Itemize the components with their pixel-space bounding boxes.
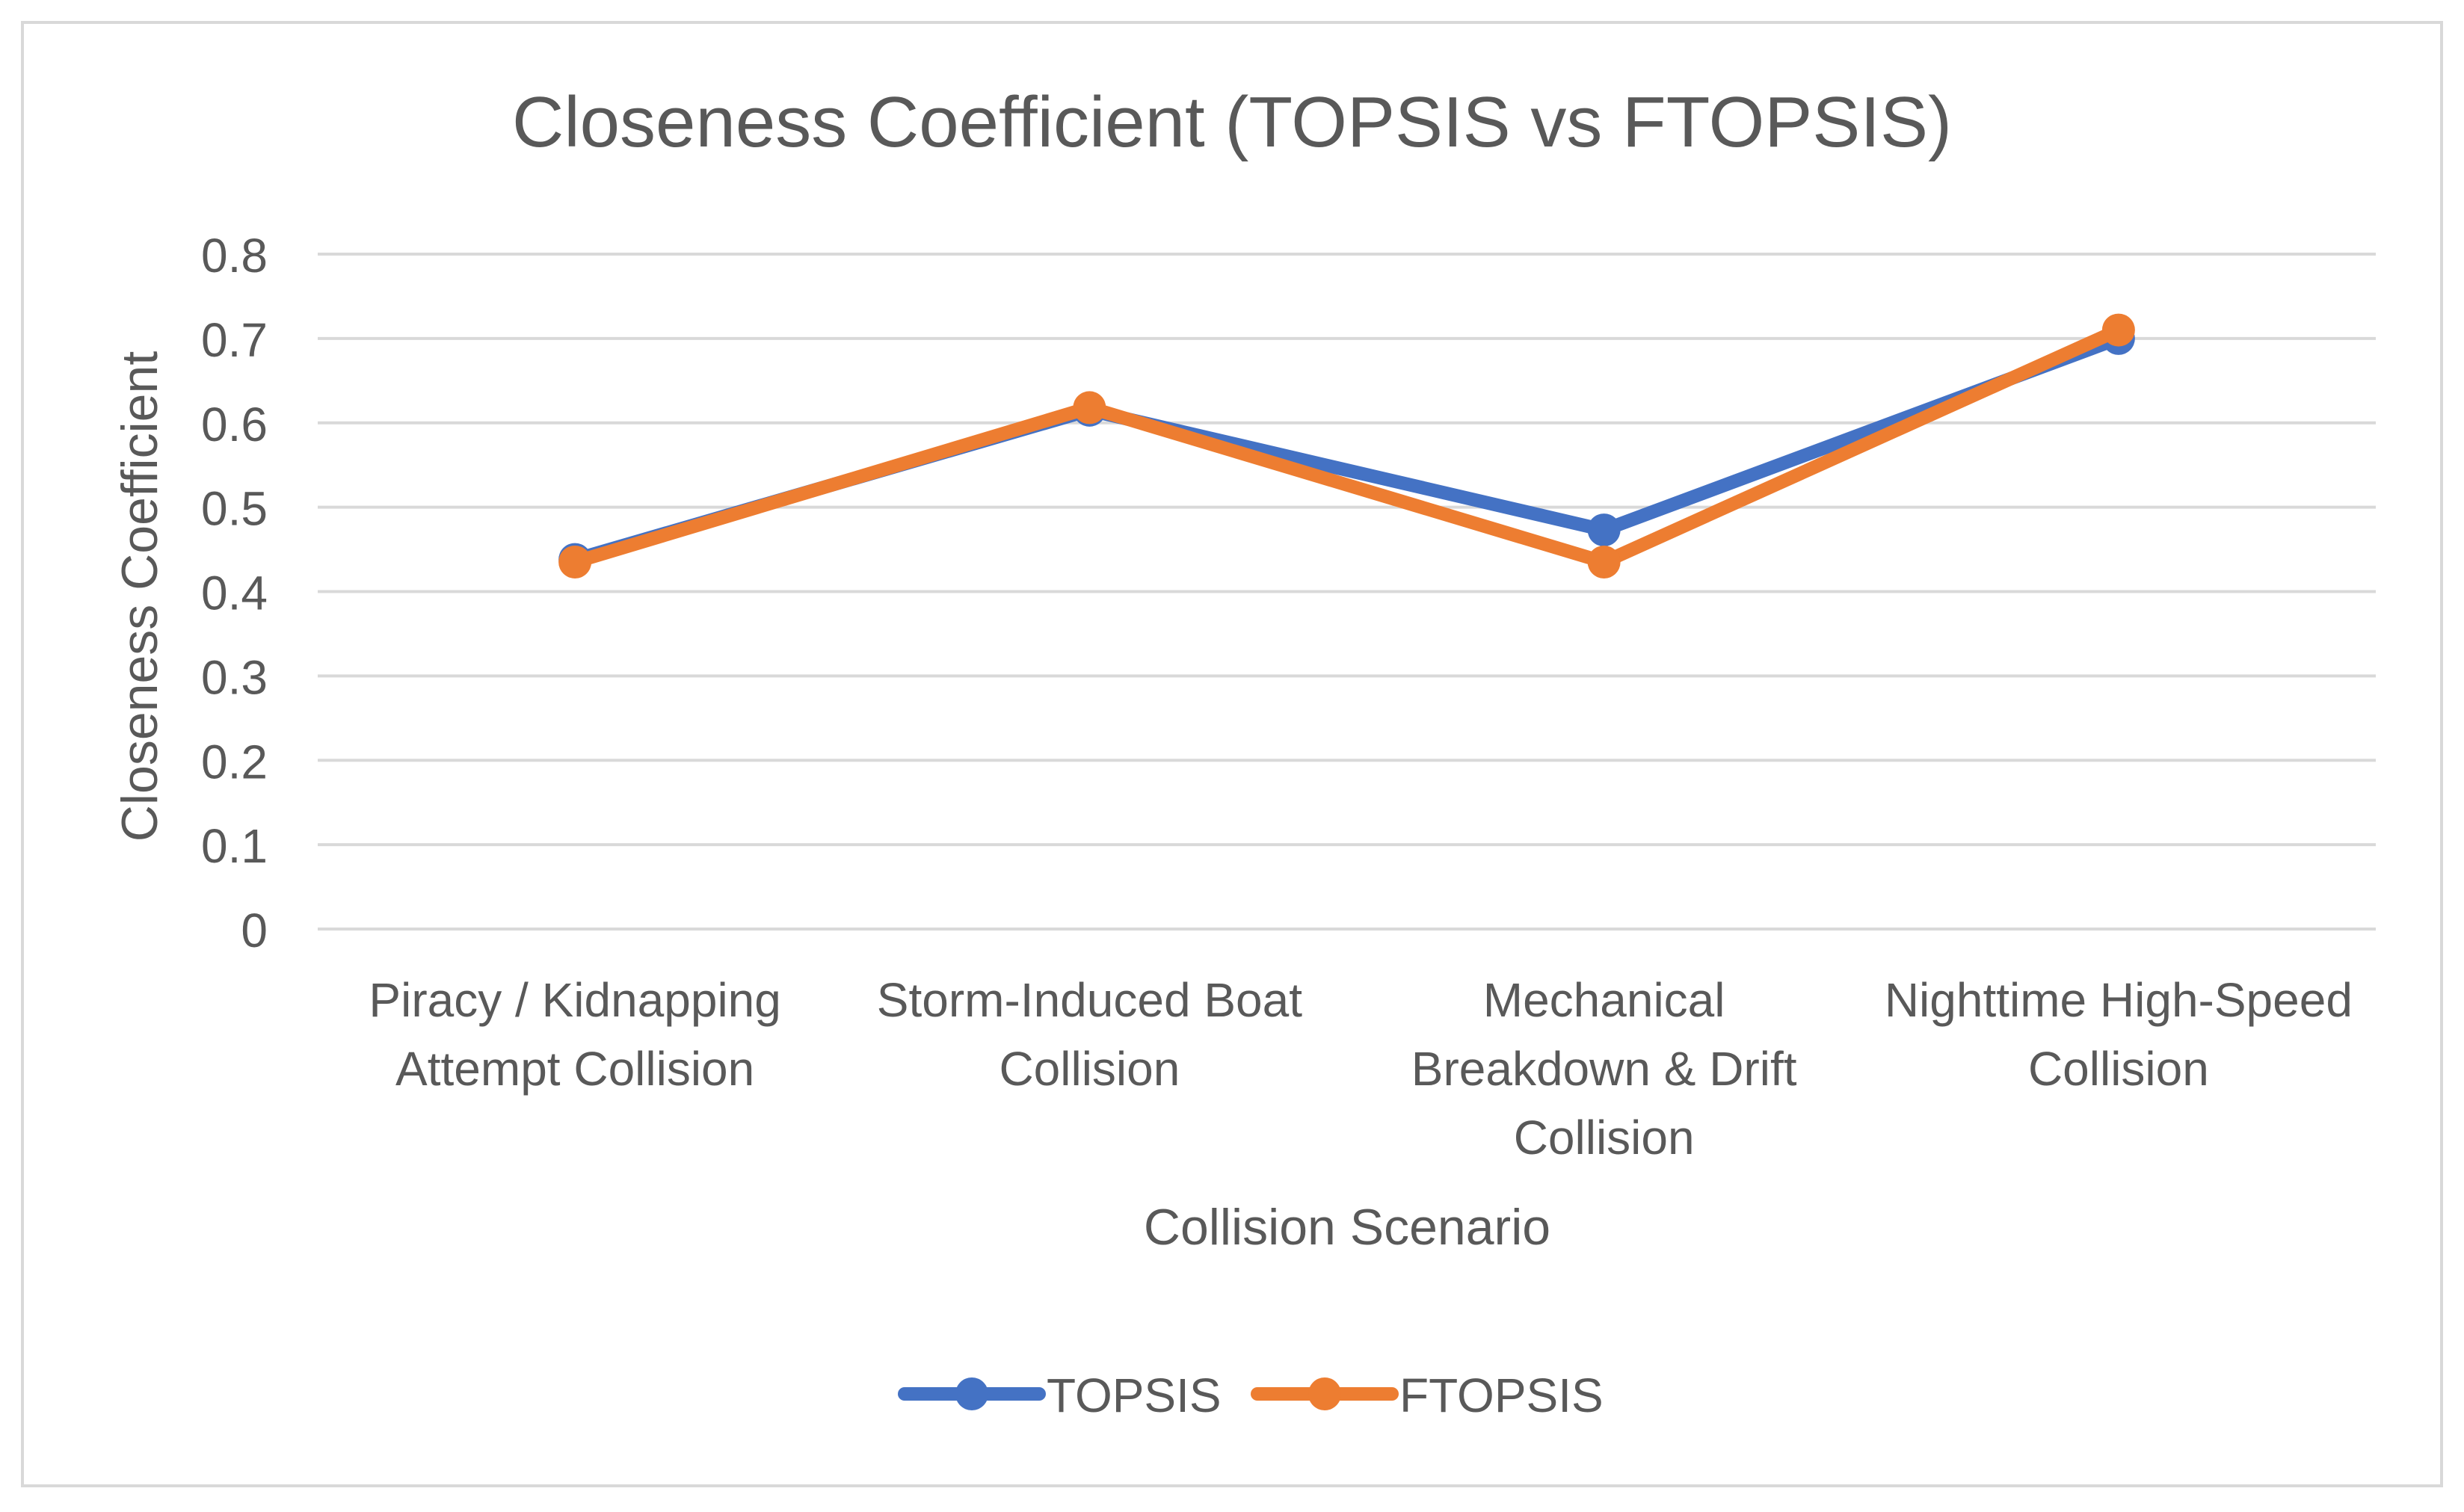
legend-label: FTOPSIS	[1399, 1368, 1604, 1422]
x-tick-label-line: Mechanical	[1483, 973, 1725, 1027]
series-line	[568, 323, 2125, 569]
y-tick-label: 0.1	[201, 819, 268, 873]
y-tick-label: 0	[241, 904, 268, 957]
data-point	[1587, 513, 1621, 547]
data-point	[1587, 545, 1621, 578]
x-tick-label: Storm-Induced Boat Collision	[877, 973, 1302, 1096]
data-point	[1073, 391, 1106, 425]
x-tick-label-line: Storm-Induced Boat	[877, 973, 1302, 1027]
series-ftopsis	[558, 313, 2135, 578]
y-tick-label: 0.6	[201, 398, 268, 451]
x-tick-label-line: Nighttime High-Speed	[1885, 973, 2353, 1027]
legend-label: TOPSIS	[1047, 1368, 1222, 1422]
legend-item: TOPSIS	[898, 1368, 1222, 1422]
x-tick-label-line: Collision	[999, 1042, 1180, 1096]
legend-item: FTOPSIS	[1251, 1368, 1604, 1422]
x-tick-label-line: Collision	[1514, 1111, 1695, 1164]
chart-frame	[21, 21, 2443, 1487]
y-tick-label: 0.3	[201, 650, 268, 704]
x-tick-label-line: Breakdown & Drift	[1411, 1042, 1797, 1096]
x-tick-label: Mechanical Breakdown & Drift Collision	[1411, 973, 1797, 1164]
y-axis-label: Closeness Coefficient	[111, 351, 168, 842]
x-axis-ticks: Piracy / Kidnapping Attempt Collision Stor…	[369, 973, 2353, 1164]
legend-swatch-marker	[955, 1377, 988, 1410]
y-tick-label: 0.7	[201, 313, 268, 367]
y-tick-label: 0.4	[201, 567, 268, 620]
x-tick-label: Nighttime High-Speed Collision	[1885, 973, 2353, 1096]
data-point	[2101, 313, 2135, 347]
y-tick-label: 0.5	[201, 482, 268, 536]
x-tick-label-line: Attempt Collision	[395, 1042, 754, 1096]
x-tick-label: Piracy / Kidnapping Attempt Collision	[369, 973, 780, 1096]
gridlines	[318, 253, 2376, 931]
y-tick-label: 0.8	[201, 229, 268, 283]
legend-swatch-marker	[1308, 1377, 1341, 1410]
x-axis-label: Collision Scenario	[1144, 1199, 1550, 1256]
legend: TOPSIS FTOPSIS	[898, 1368, 1604, 1422]
y-axis-ticks: 0 0.1 0.2 0.3 0.4 0.5 0.6 0.7 0.8	[201, 229, 268, 957]
x-tick-label-line: Piracy / Kidnapping	[369, 973, 780, 1027]
series-lines	[558, 313, 2135, 578]
data-point	[558, 545, 592, 578]
chart-title: Closeness Coefficient (TOPSIS vs FTOPSIS…	[512, 82, 1952, 162]
y-tick-label: 0.2	[201, 735, 268, 789]
x-tick-label-line: Collision	[2028, 1042, 2209, 1096]
